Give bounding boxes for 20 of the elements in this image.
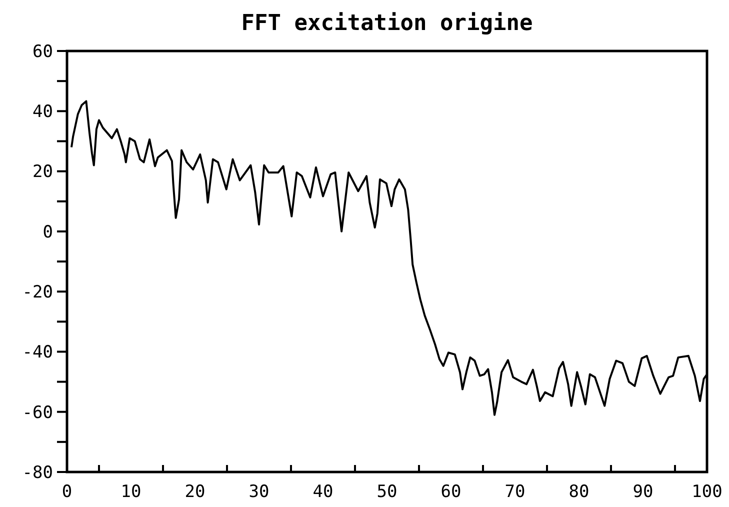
chart-title: FFT excitation origine [241, 11, 533, 36]
y-tick-label: 60 [32, 42, 53, 62]
y-tick-label: 20 [32, 162, 53, 182]
y-tick-label: 0 [42, 222, 53, 242]
y-tick-label: -40 [22, 342, 53, 363]
y-tick-label: -60 [22, 402, 53, 423]
x-tick-label: 90 [632, 482, 654, 502]
x-tick-label: 100 [692, 482, 722, 502]
x-tick-label: 50 [376, 482, 398, 502]
x-tick-label: 40 [312, 482, 334, 502]
y-tick-label: -80 [22, 462, 53, 483]
y-tick-label: -20 [22, 282, 53, 303]
x-tick-label: 70 [504, 482, 526, 502]
x-tick-label: 80 [568, 482, 590, 502]
x-tick-label: 0 [62, 482, 72, 502]
x-tick-label: 10 [120, 482, 142, 502]
x-tick-label: 20 [184, 482, 206, 502]
x-tick-label: 30 [248, 482, 270, 502]
x-tick-label: 60 [440, 482, 462, 502]
y-tick-label: 40 [32, 102, 53, 122]
